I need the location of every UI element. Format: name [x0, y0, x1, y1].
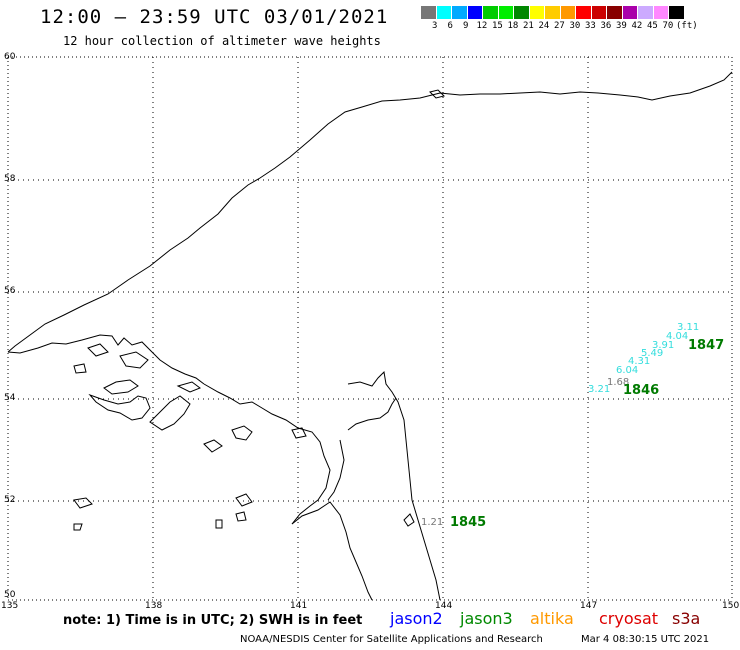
- color-scale-label: (ft): [676, 21, 698, 31]
- wave-height-value: 3.11: [677, 322, 700, 333]
- lat-label: 56: [4, 286, 16, 296]
- color-scale-label: 70: [662, 21, 674, 31]
- footer-note: note: 1) Time is in UTC; 2) SWH is in fe…: [63, 613, 363, 628]
- lon-label: 135: [1, 601, 19, 611]
- color-scale-label: 9: [463, 21, 469, 31]
- color-scale-label: 6: [447, 21, 453, 31]
- generation-timestamp: Mar 4 08:30:15 UTC 2021: [581, 634, 710, 645]
- color-scale-bar: [421, 6, 685, 19]
- pass-number: 1847: [688, 338, 725, 353]
- lon-label: 147: [580, 601, 598, 611]
- satellite-legend-s3a: s3a: [672, 609, 701, 628]
- color-swatch: [576, 6, 592, 19]
- lon-label: 141: [290, 601, 308, 611]
- color-scale-label: 27: [554, 21, 565, 31]
- satellite-legend-altika: altika: [530, 609, 574, 628]
- color-scale-label: 12: [476, 21, 488, 31]
- map-subtitle: 12 hour collection of altimeter wave hei…: [63, 34, 381, 48]
- color-scale-label: 3: [432, 21, 438, 31]
- color-swatch: [638, 6, 654, 19]
- color-scale-label: 24: [538, 21, 550, 31]
- wave-height-color-scale: 3 6 9 12 15 18 21 24 27 30 33 36 39 42 45 70 (ft): [421, 6, 698, 33]
- wave-height-value: 1.21: [421, 517, 444, 528]
- color-swatch: [436, 6, 452, 19]
- lat-label: 60: [4, 52, 16, 62]
- color-swatch: [545, 6, 561, 19]
- color-swatch: [607, 6, 623, 19]
- color-swatch: [514, 6, 530, 19]
- wave-height-value: 4.31: [628, 356, 651, 367]
- satellite-legend-jason3: jason3: [460, 609, 513, 628]
- wave-height-value: 3.21: [588, 384, 611, 395]
- color-swatch: [452, 6, 468, 19]
- lon-label: 144: [435, 601, 453, 611]
- color-scale-label: 45: [647, 21, 658, 31]
- color-scale-label: 18: [507, 21, 519, 31]
- map-title: 12:00 – 23:59 UTC 03/01/2021: [40, 6, 389, 28]
- wave-height-value: 1.68: [607, 377, 630, 388]
- lat-label: 58: [4, 174, 16, 184]
- coastline: [7, 71, 733, 601]
- satellite-legend-cryosat: cryosat: [599, 609, 659, 628]
- credit-text: NOAA/NESDIS Center for Satellite Applica…: [240, 634, 543, 645]
- color-swatch: [498, 6, 514, 19]
- lat-label: 50: [4, 590, 16, 600]
- wave-height-value: 3.91: [652, 340, 675, 351]
- color-scale-label: 30: [569, 21, 581, 31]
- lat-label: 52: [4, 495, 16, 505]
- satellite-legend-jason2: jason2: [390, 609, 443, 628]
- map-frame: [7, 56, 733, 601]
- pass-number: 1846: [623, 383, 660, 398]
- color-swatch: [467, 6, 483, 19]
- color-swatch: [529, 6, 545, 19]
- wave-height-value: 6.04: [616, 365, 639, 376]
- wave-height-value: 5.49: [641, 348, 664, 359]
- color-swatch: [591, 6, 607, 19]
- graticule: [8, 57, 732, 600]
- color-scale-label: 33: [585, 21, 596, 31]
- color-scale-label: 15: [492, 21, 503, 31]
- color-swatch: [483, 6, 499, 19]
- lon-label: 138: [145, 601, 163, 611]
- pass-number: 1845: [450, 515, 487, 530]
- color-swatch: [653, 6, 669, 19]
- color-swatch: [622, 6, 638, 19]
- color-scale-labels: 3 6 9 12 15 18 21 24 27 30 33 36 39 42 45 70 (ft): [421, 19, 698, 33]
- color-scale-label: 39: [616, 21, 627, 31]
- color-swatch: [560, 6, 576, 19]
- color-swatch: [421, 6, 437, 19]
- color-scale-label: 36: [600, 21, 612, 31]
- lat-label: 54: [4, 393, 16, 403]
- color-scale-label: 42: [631, 21, 643, 31]
- lon-label: 150: [722, 601, 740, 611]
- color-swatch: [669, 6, 685, 19]
- wave-height-value: 4.04: [666, 331, 689, 342]
- color-scale-label: 21: [523, 21, 534, 31]
